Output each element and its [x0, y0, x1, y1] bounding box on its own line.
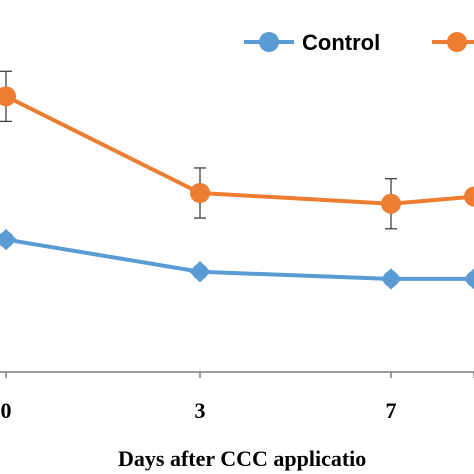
x-tick-label: 3 [195, 398, 206, 423]
legend-label: Control [302, 30, 380, 55]
legend-entry: Control [244, 30, 380, 55]
data-point-core [0, 231, 14, 248]
legend-entry [432, 32, 474, 52]
series-layer [0, 70, 474, 290]
series-treatment [0, 70, 474, 230]
data-point-core [383, 270, 399, 287]
x-axis-title: Days after CCC applicatio [118, 446, 366, 471]
legend-swatch-marker [447, 32, 467, 52]
series-control [0, 228, 474, 290]
data-point [464, 186, 474, 207]
data-point-core [466, 270, 474, 287]
x-tick-label: 0 [1, 398, 12, 423]
data-point [0, 86, 16, 107]
series-line [5, 237, 474, 281]
legend: Control [244, 30, 474, 55]
series-line [5, 94, 474, 206]
data-point [381, 193, 401, 214]
data-point-core [192, 263, 208, 280]
legend-swatch-marker [259, 32, 279, 52]
tick-layer: 0 3 7 [1, 398, 397, 423]
axes [0, 371, 474, 378]
x-tick-label: 7 [386, 398, 397, 423]
data-point [190, 183, 210, 203]
